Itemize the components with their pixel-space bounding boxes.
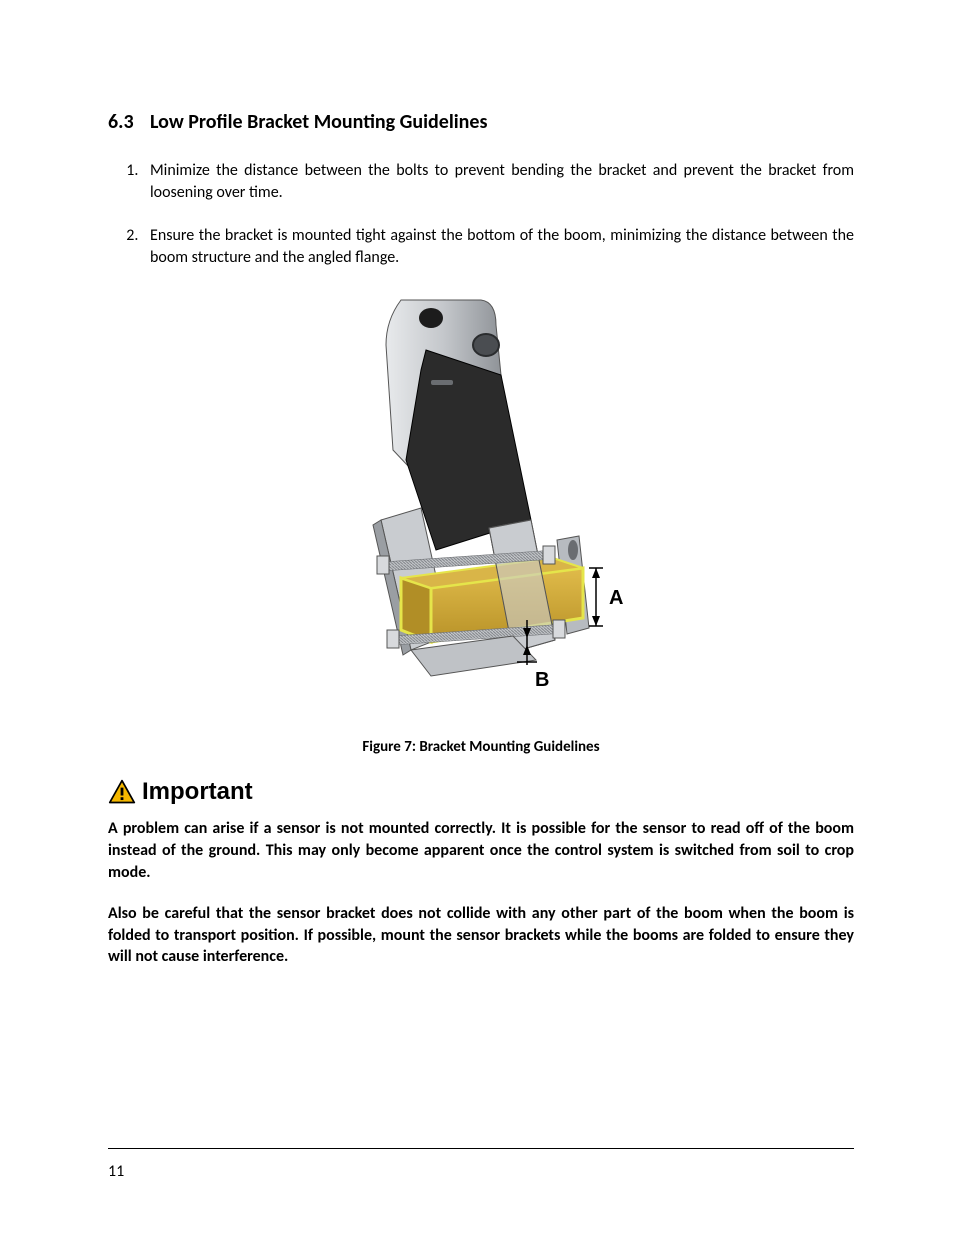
figure-caption: Figure 7: Bracket Mounting Guidelines [108,738,854,756]
important-heading: Important [108,778,854,806]
figure-block: A B Figure 7: Bracket Mounting Guideline… [108,290,854,756]
warning-icon [108,778,136,806]
list-item: Ensure the bracket is mounted tight agai… [142,225,854,268]
heading-number: 6.3 [108,110,150,134]
important-label: Important [142,778,253,806]
section-heading: 6.3 Low Profile Bracket Mounting Guideli… [108,110,854,134]
heading-title: Low Profile Bracket Mounting Guidelines [150,110,487,134]
bracket-diagram: A B [331,290,631,730]
list-item: Minimize the distance between the bolts … [142,160,854,203]
page-number: 11 [108,1162,124,1181]
dimension-a-label: A [609,587,623,609]
document-page: 6.3 Low Profile Bracket Mounting Guideli… [0,0,954,1235]
important-paragraph: Also be careful that the sensor bracket … [108,903,854,968]
dimension-b-label: B [535,669,549,691]
important-paragraph: A problem can arise if a sensor is not m… [108,818,854,883]
footer-divider [108,1148,854,1149]
guideline-list: Minimize the distance between the bolts … [108,160,854,268]
